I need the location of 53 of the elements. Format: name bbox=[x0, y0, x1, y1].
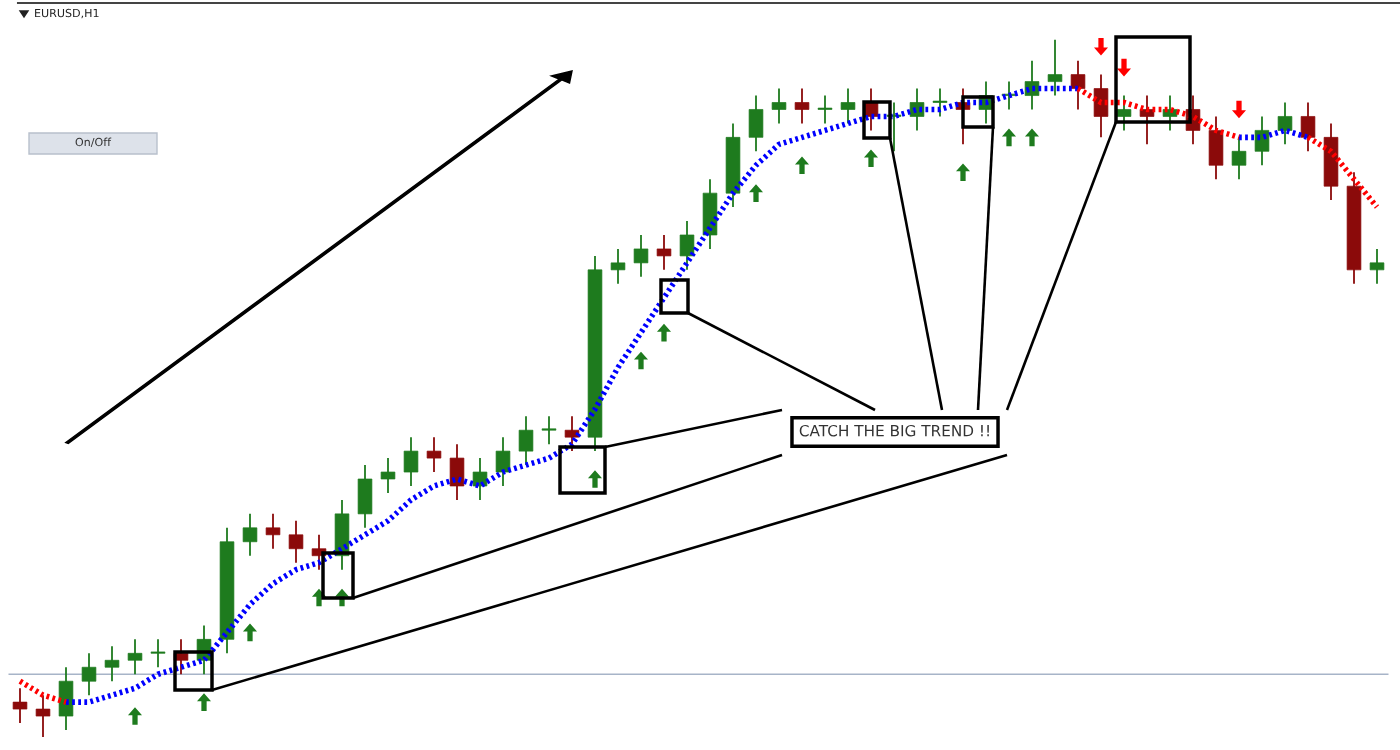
candlestick bbox=[679, 220, 695, 271]
candlestick bbox=[656, 234, 672, 271]
candlestick bbox=[610, 248, 626, 285]
candlestick bbox=[564, 415, 580, 453]
candlestick bbox=[1254, 115, 1270, 167]
candlestick bbox=[472, 457, 488, 501]
point bbox=[127, 707, 143, 725]
point bbox=[1001, 128, 1017, 147]
candlestick bbox=[1047, 38, 1063, 97]
candlestick bbox=[1139, 94, 1155, 146]
point bbox=[863, 149, 879, 168]
chart-title: EURUSD,H1 bbox=[35, 8, 99, 19]
candlestick bbox=[380, 457, 396, 494]
point bbox=[1093, 37, 1109, 56]
candlestick bbox=[541, 415, 557, 446]
candlestick bbox=[403, 436, 419, 487]
point bbox=[587, 470, 603, 488]
point bbox=[1231, 100, 1247, 119]
point bbox=[656, 323, 672, 342]
point bbox=[633, 351, 649, 370]
candlestick bbox=[265, 512, 281, 550]
candlestick bbox=[127, 638, 143, 676]
candlestick bbox=[1300, 101, 1316, 153]
point bbox=[794, 156, 810, 175]
candlestick bbox=[1369, 248, 1385, 285]
candlestick bbox=[840, 87, 856, 125]
candlestick bbox=[1277, 101, 1293, 146]
candlestick bbox=[288, 519, 304, 564]
candlestick bbox=[932, 87, 948, 118]
point bbox=[196, 693, 212, 711]
annotation: CATCH THE BIG TREND !! bbox=[799, 424, 989, 437]
candlestick bbox=[1116, 94, 1132, 132]
candlestick bbox=[495, 436, 511, 487]
candlestick bbox=[1231, 136, 1247, 181]
candlestick bbox=[12, 687, 28, 724]
annotation: On/Off bbox=[75, 137, 112, 148]
candlestick bbox=[35, 694, 51, 738]
candlestick bbox=[242, 512, 258, 557]
point bbox=[242, 623, 258, 642]
point bbox=[748, 184, 764, 202]
candlestick bbox=[771, 87, 787, 125]
point bbox=[1024, 128, 1040, 147]
candlestick bbox=[426, 436, 442, 473]
candlestick bbox=[1070, 59, 1086, 111]
point bbox=[955, 163, 971, 182]
candlestick bbox=[150, 638, 166, 669]
candlestick bbox=[518, 415, 534, 466]
candlestick bbox=[633, 234, 649, 278]
candlestick bbox=[794, 87, 810, 125]
point bbox=[1116, 58, 1132, 77]
candlestick bbox=[817, 94, 833, 125]
candlestick bbox=[104, 645, 120, 683]
candlestick bbox=[81, 652, 97, 697]
